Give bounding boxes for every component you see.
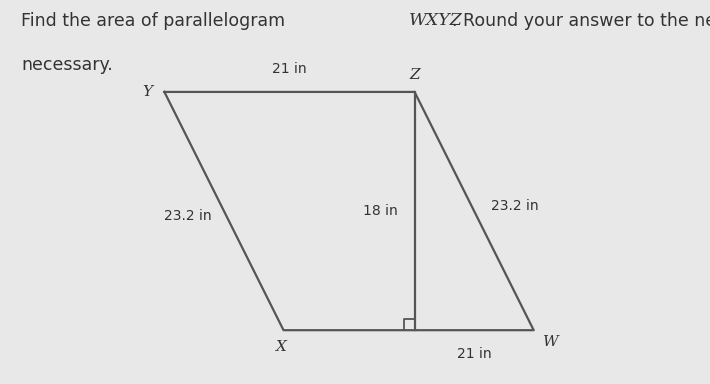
Text: Find the area of parallelogram: Find the area of parallelogram [21,12,291,30]
Text: 18 in: 18 in [363,204,398,218]
Text: 23.2 in: 23.2 in [491,199,538,213]
Text: X: X [275,340,287,354]
Text: Y: Y [143,85,153,99]
Text: WXYZ: WXYZ [409,12,463,28]
Text: necessary.: necessary. [21,56,113,74]
Text: 23.2 in: 23.2 in [165,209,212,223]
Text: 21 in: 21 in [457,347,491,361]
Text: Z: Z [409,68,420,82]
Text: . Round your answer to the nearest tenth if: . Round your answer to the nearest tenth… [452,12,710,30]
Text: 21 in: 21 in [272,63,307,76]
Text: W: W [542,335,558,349]
